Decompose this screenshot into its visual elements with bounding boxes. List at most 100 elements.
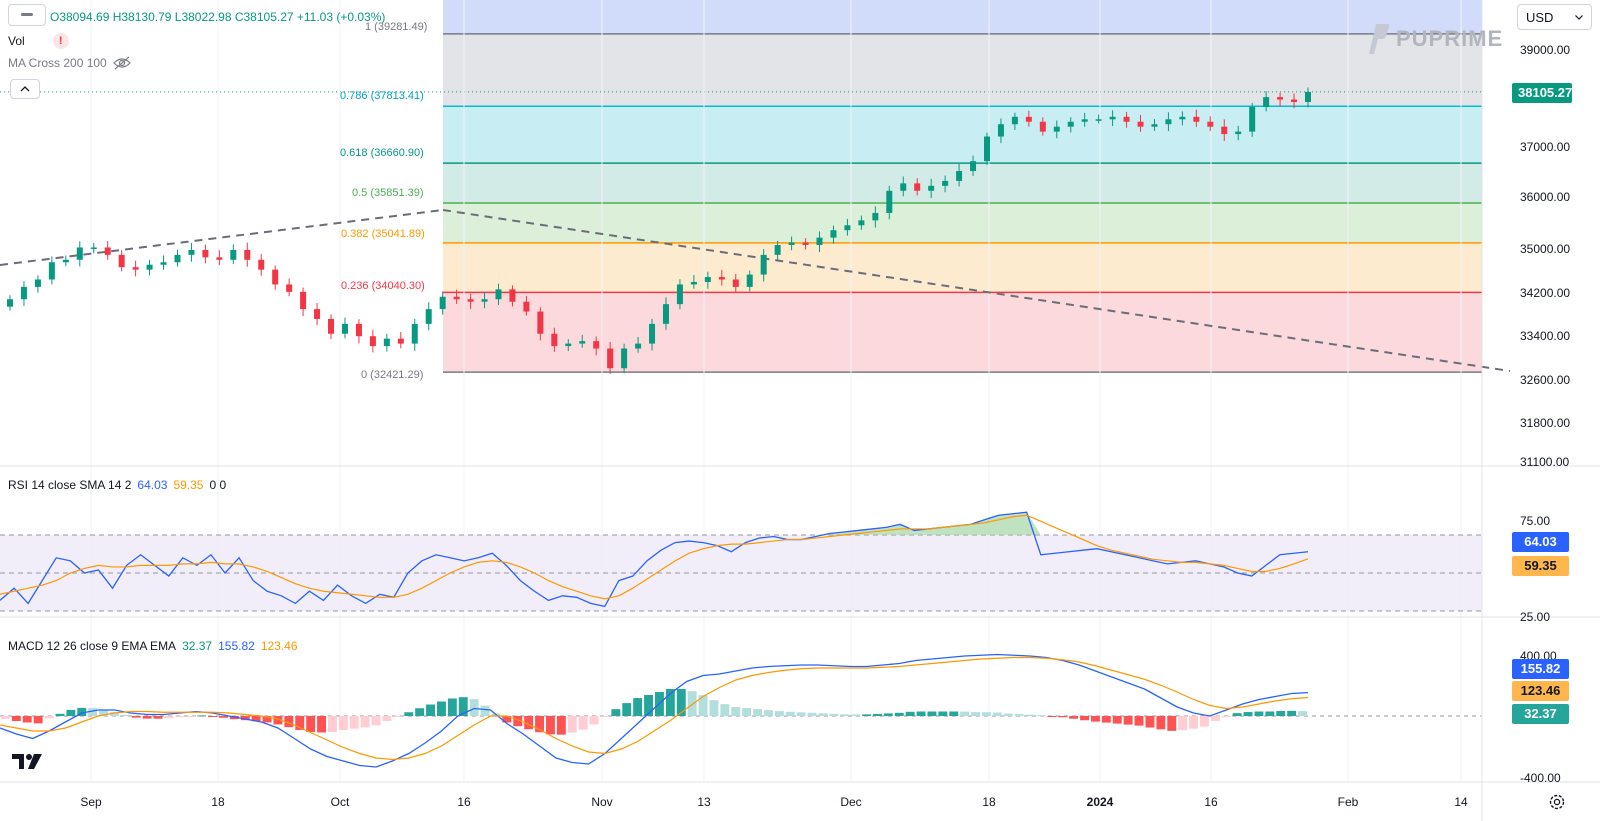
candle-body	[1109, 116, 1116, 120]
candle-body	[565, 343, 572, 347]
rsi-panel	[0, 511, 1482, 612]
candle-body	[1081, 119, 1088, 122]
collapse-indicators-button[interactable]	[10, 79, 40, 99]
candle-body	[914, 183, 921, 191]
macd-histogram-bar	[938, 711, 948, 716]
macd-histogram-bar	[1025, 714, 1035, 716]
price-tick: 36000.00	[1520, 190, 1571, 204]
macd-histogram-bar	[709, 700, 719, 716]
fibonacci-retracement[interactable]	[0, 0, 1482, 373]
currency-select[interactable]: USD	[1517, 4, 1592, 30]
macd-histogram-bar	[829, 713, 839, 716]
macd-histogram-bar	[426, 704, 435, 716]
candle-body	[900, 183, 907, 191]
eye-hidden-icon[interactable]	[112, 56, 131, 70]
macd-hist-value: 32.37	[182, 639, 213, 653]
macd-histogram-bar	[665, 689, 675, 716]
macd-histogram-bar	[796, 712, 806, 716]
macd-histogram-bar	[982, 712, 991, 716]
macd-histogram-bar	[774, 711, 784, 716]
macd-histogram-bar	[33, 716, 43, 724]
ma-cross-legend[interactable]: MA Cross 200 100	[8, 56, 131, 70]
macd-histogram-bar	[1145, 716, 1155, 728]
chevron-up-icon	[20, 86, 30, 92]
candle-body	[495, 289, 502, 300]
brand-logo: PUPRIME	[1368, 22, 1503, 56]
time-label: 13	[697, 795, 711, 809]
rsi-sma-value: 59.35	[173, 478, 204, 492]
macd-histogram-bar	[142, 716, 152, 719]
rsi-legend[interactable]: RSI 14 close SMA 14 2 64.03 59.35 0 0	[8, 478, 226, 492]
candle-body	[1067, 121, 1074, 127]
macd-histogram-bar	[131, 716, 141, 718]
ohlc-values: O38094.69 H38130.79 L38022.98 C38105.27 …	[50, 10, 386, 24]
candle-body	[230, 249, 237, 260]
collapse-legend-button[interactable]	[8, 4, 46, 26]
macd-histogram-bar	[622, 703, 632, 716]
time-label: 16	[457, 795, 471, 809]
macd-histogram-bar	[99, 710, 108, 716]
candle-body	[286, 284, 293, 292]
macd-signal-value: 123.46	[260, 639, 298, 653]
macd-histogram-bar	[1, 716, 10, 719]
macd-histogram-bar	[1101, 716, 1111, 723]
candle-body	[1305, 91, 1311, 103]
candle-body	[523, 301, 530, 312]
rsi-tick: 75.00	[1520, 514, 1551, 528]
candle-body	[830, 230, 837, 238]
vol-legend[interactable]: Vol !	[8, 33, 69, 49]
macd-histogram-bar	[720, 704, 730, 716]
candle-body	[942, 180, 949, 186]
fib-label: 0.618 (36660.90)	[340, 147, 424, 159]
candle-body	[635, 343, 642, 349]
macd-histogram-bar	[338, 716, 348, 730]
macd-histogram-bar	[120, 714, 130, 716]
candle-body	[970, 161, 977, 172]
macd-histogram-bar	[949, 711, 959, 716]
macd-histogram-bar	[1200, 716, 1209, 727]
ma-cross-label: MA Cross 200 100	[8, 56, 107, 70]
candle-body	[1025, 116, 1032, 122]
macd-histogram-bar	[1287, 710, 1297, 716]
macd-histogram-bar	[644, 695, 653, 716]
macd-histogram-bar	[197, 715, 207, 717]
macd-histogram-bar	[927, 711, 937, 716]
vol-label: Vol	[8, 34, 25, 48]
macd-histogram-bar	[349, 716, 359, 729]
candle-body	[1179, 116, 1186, 120]
candle-body	[1137, 121, 1144, 127]
candle-body	[90, 247, 97, 249]
candle-body	[1053, 126, 1060, 132]
candle-body	[872, 212, 879, 221]
candle-body	[537, 311, 544, 334]
tradingview-logo-icon[interactable]	[12, 752, 46, 770]
candle-body	[411, 323, 418, 344]
candle-body	[328, 318, 335, 334]
candle-body	[718, 277, 725, 280]
macd-line-badge: 155.82	[1512, 659, 1569, 679]
candle-body	[118, 254, 125, 268]
macd-signal-line	[0, 656, 1309, 761]
candle-body	[174, 254, 181, 263]
warning-icon[interactable]: !	[52, 33, 69, 49]
price-tick: 31800.00	[1520, 416, 1571, 430]
candle-body	[20, 286, 27, 300]
candle-body	[355, 323, 362, 337]
candle-body	[1193, 116, 1200, 122]
macd-label: MACD 12 26 close 9 EMA EMA	[8, 639, 177, 653]
settings-gear-icon[interactable]	[1548, 793, 1566, 811]
candlesticks[interactable]	[7, 87, 1311, 375]
price-tick: 32600.00	[1520, 373, 1571, 387]
macd-histogram-bar	[883, 713, 893, 716]
macd-histogram-bar	[960, 711, 970, 716]
candle-body	[997, 124, 1004, 137]
macd-legend[interactable]: MACD 12 26 close 9 EMA EMA 32.37 155.82 …	[8, 639, 298, 653]
trend-lines[interactable]	[0, 209, 1511, 372]
candle-body	[1291, 99, 1298, 103]
macd-histogram-bar	[382, 716, 392, 722]
candle-body	[690, 281, 697, 285]
macd-histogram-bar	[306, 716, 316, 732]
candle-body	[300, 291, 307, 310]
macd-histogram-bar	[894, 712, 904, 716]
